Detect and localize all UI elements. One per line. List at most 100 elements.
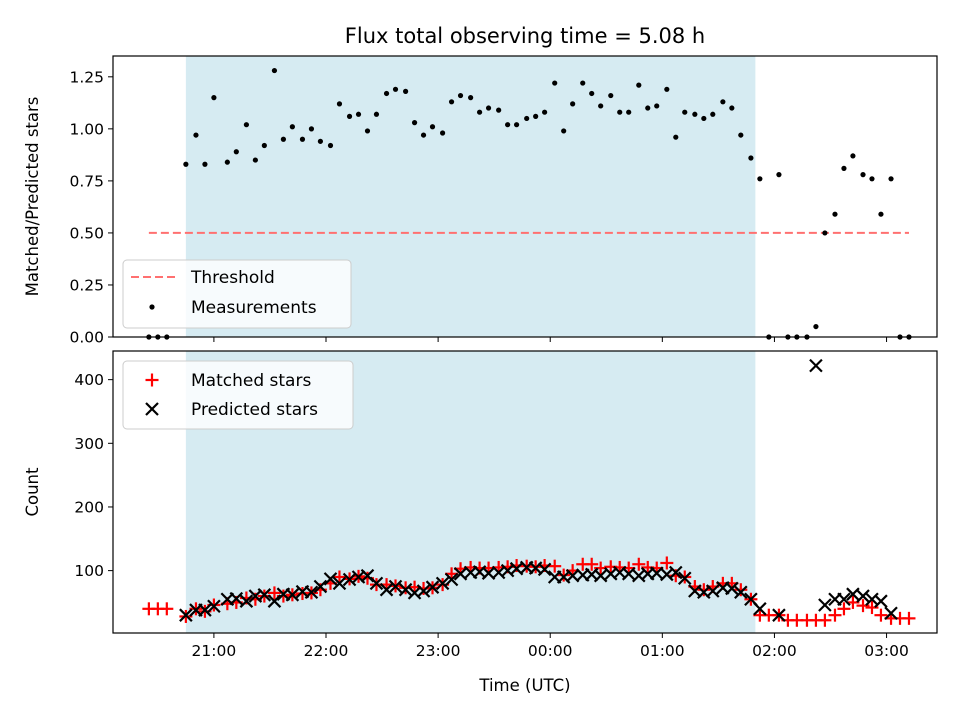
count-x-ticks: 21:00 22:00 23:00 00:00 01:00 02:00 03:00 [192, 633, 909, 660]
measurement-point [682, 109, 688, 115]
y-tick-label: 1.00 [69, 120, 104, 138]
measurement-point [261, 142, 267, 149]
count-panel: 100 200 300 400 21:00 22:00 23:00 00:00 01:00 02… [23, 350, 938, 695]
measurement-point [533, 113, 539, 119]
y-tick-label: 1.25 [69, 68, 104, 86]
measurement-point [429, 124, 436, 130]
matched-star-point [697, 583, 711, 597]
matched-star-point [902, 611, 916, 625]
measurement-point [224, 159, 230, 165]
chart-title: Flux total observing time = 5.08 h [345, 24, 705, 48]
measurement-point [289, 124, 295, 130]
matched-star-point [828, 608, 842, 622]
measurement-point [252, 157, 258, 163]
predicted-star-point [837, 592, 851, 607]
ratio-marks [146, 67, 912, 340]
x-axis-label: Time (UTC) [478, 676, 570, 695]
legend-predicted-label: Predicted stars [191, 400, 318, 420]
predicted-star-point [342, 572, 357, 587]
measurement-point [664, 86, 670, 92]
legend-threshold-label: Threshold [190, 268, 275, 288]
measurement-point [496, 107, 502, 113]
measurement-point [420, 132, 427, 138]
matched-star-point [557, 568, 571, 582]
matched-star-point [818, 613, 832, 627]
predicted-star-point [856, 589, 870, 603]
matched-star-point [160, 602, 174, 616]
measurement-point [211, 95, 217, 101]
measurement-point [692, 111, 698, 117]
measurement-point [617, 109, 623, 115]
measurement-point [392, 86, 399, 92]
x-tick-label: 03:00 [864, 642, 909, 660]
matched-star-point [632, 557, 646, 571]
matched-star-point [332, 570, 346, 584]
matched-star-point [865, 601, 879, 615]
measurement-point [476, 109, 483, 115]
count-legend-box [122, 360, 354, 430]
measurement-point [645, 105, 651, 111]
measurement-point [243, 122, 250, 128]
legend-measurements-label: Measurements [191, 298, 317, 318]
measurement-point [813, 323, 819, 330]
matched-star-point [734, 583, 748, 597]
predicted-star-point [677, 571, 692, 586]
measurement-point [364, 128, 371, 134]
measurement-point [513, 122, 520, 128]
measurement-point [448, 99, 455, 105]
predicted-star-point [239, 594, 254, 608]
predicted-star-point [323, 572, 338, 586]
measurement-point [888, 176, 894, 182]
x-tick-label: 23:00 [416, 642, 461, 660]
measurement-point [598, 103, 604, 109]
predicted-star-point [207, 599, 221, 614]
matched-star-point [856, 599, 870, 613]
count-marks [142, 358, 916, 627]
measurement-point [552, 80, 558, 86]
predicted-star-point [669, 565, 683, 580]
measurement-point [524, 115, 530, 122]
ratio-legend: Threshold Measurements [122, 259, 352, 329]
predicted-star-point [444, 572, 459, 587]
measurement-point [271, 67, 278, 74]
y-tick-label: 100 [74, 562, 104, 580]
measurement-point [729, 105, 735, 111]
count-legend: Matched stars Predicted stars [122, 360, 354, 430]
predicted-star-point [304, 585, 319, 600]
y-tick-label: 0.50 [69, 224, 104, 242]
predicted-star-point [753, 602, 767, 616]
predicted-star-point [809, 358, 823, 373]
x-tick-label: 00:00 [528, 642, 573, 660]
measurement-point [608, 92, 614, 99]
y-tick-label: 0.75 [69, 172, 104, 190]
predicted-star-point [257, 588, 272, 602]
predicted-star-point [332, 576, 347, 591]
matched-star-point [585, 557, 599, 571]
measurement-point [822, 230, 828, 236]
predicted-star-point [285, 588, 300, 602]
measurement-point [673, 134, 679, 140]
measurement-point [457, 92, 464, 99]
measurement-point [701, 115, 707, 122]
measurement-point [233, 149, 239, 155]
measurement-point [308, 126, 315, 132]
measurement-point [440, 130, 446, 136]
measurement-point [505, 122, 511, 128]
measurement-point [748, 155, 754, 161]
predicted-star-point [369, 576, 384, 591]
x-tick-label: 21:00 [192, 642, 237, 660]
y-tick-label: 200 [74, 498, 104, 516]
measurement-point [636, 82, 642, 88]
predicted-star-point [416, 584, 431, 598]
ratio-panel: 0.00 0.25 0.50 0.75 1.00 1.25 Matched/Predict… [23, 55, 938, 347]
measurement-point [355, 111, 362, 117]
measurement-point [832, 211, 838, 217]
y-tick-label: 400 [74, 371, 104, 389]
measurement-point [411, 120, 418, 126]
count-y-ticks: 100 200 300 400 [74, 371, 113, 580]
measurement-point [720, 99, 726, 105]
count-y-axis-label: Count [23, 467, 42, 517]
predicted-star-point [313, 579, 328, 594]
x-tick-label: 01:00 [640, 642, 685, 660]
